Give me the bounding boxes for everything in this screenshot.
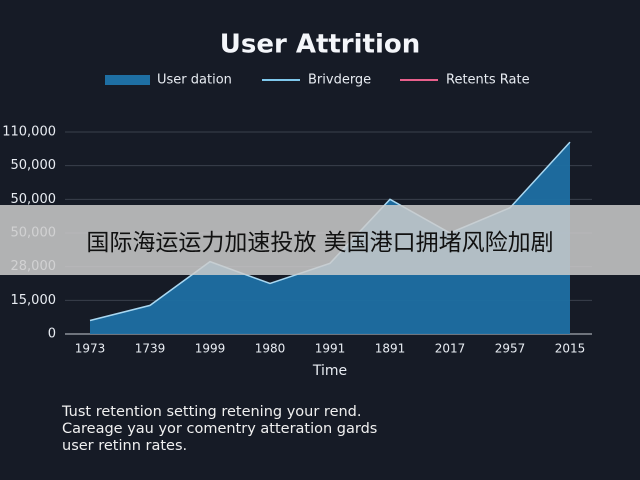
- chart-title: User Attrition: [220, 30, 421, 60]
- legend-label: User dation: [157, 73, 232, 88]
- x-tick-label: 2957: [495, 342, 526, 356]
- x-tick-label: 2017: [435, 342, 466, 356]
- x-tick-label: 1891: [375, 342, 406, 356]
- x-tick-label: 1980: [255, 342, 286, 356]
- area: [90, 142, 570, 334]
- y-tick-label: 0: [48, 327, 56, 342]
- y-tick-label: 15,000: [11, 293, 57, 308]
- x-tick-label: 1991: [315, 342, 346, 356]
- x-tick-label: 1739: [135, 342, 166, 356]
- x-tick-label: 1999: [195, 342, 226, 356]
- caption-line: user retinn rates.: [62, 438, 188, 454]
- x-tick-label: 2015: [555, 342, 586, 356]
- x-axis-label: Time: [312, 363, 347, 379]
- legend-label: Retents Rate: [446, 73, 530, 88]
- y-tick-label: 50,000: [11, 158, 57, 173]
- x-tick-label: 1973: [75, 342, 106, 356]
- y-tick-label: 110,000: [2, 125, 56, 140]
- legend-swatch: [105, 75, 150, 85]
- caption-line: Tust retention setting retening your ren…: [62, 404, 362, 420]
- caption-line: Careage yau yor comentry atteration gard…: [62, 421, 378, 437]
- legend-label: Brivderge: [308, 73, 371, 88]
- caption: Tust retention setting retening your ren…: [62, 404, 582, 455]
- y-tick-label: 50,000: [11, 192, 57, 207]
- banner: 国际海运运力加速投放 美国港口拥堵风险加剧: [0, 205, 640, 275]
